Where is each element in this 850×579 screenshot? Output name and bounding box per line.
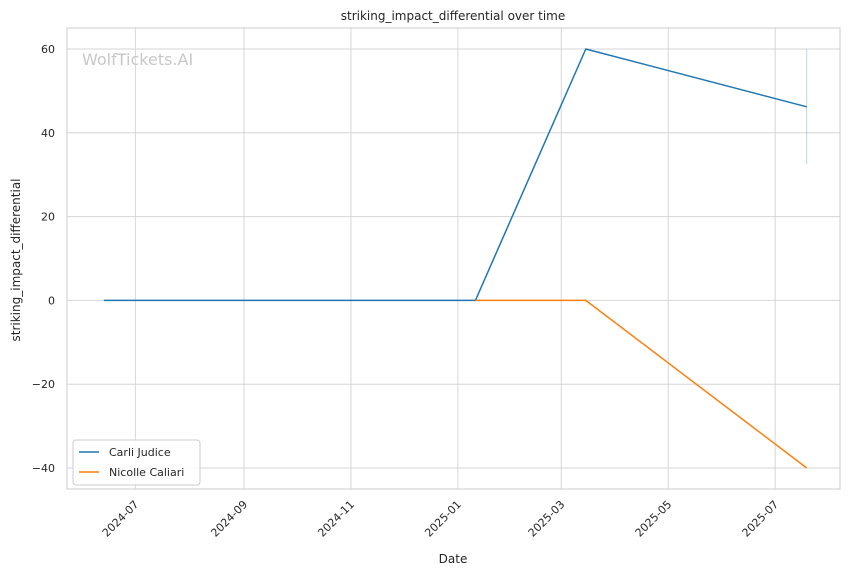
y-tick-label: −20 [32,378,55,391]
x-tick-label: 2025-03 [526,498,568,540]
legend: Carli Judice Nicolle Caliari [72,439,201,486]
x-tick-label: 2025-07 [740,498,782,540]
chart-title: striking_impact_differential over time [341,9,566,23]
legend-label: Nicolle Caliari [109,466,184,479]
watermark: WolfTickets.AI [82,50,193,69]
series-layer [103,48,808,469]
x-tick-label: 2024-09 [208,498,250,540]
x-tick-label: 2024-07 [100,498,142,540]
series-line-nicolle-caliari [475,299,808,469]
legend-label: Carli Judice [109,446,171,459]
y-tick-label: 60 [41,43,55,56]
y-tick-label: 0 [48,294,55,307]
y-tick-label: 20 [41,211,55,224]
x-tick-label: 2024-11 [315,498,357,540]
plot-area [67,28,840,489]
series-line-carli-judice [103,48,807,302]
y-tick-label: 40 [41,127,55,140]
x-axis-label: Date [439,552,468,566]
x-tick-label: 2025-05 [633,498,675,540]
x-tick-label: 2025-01 [422,498,464,540]
plot-frame [66,27,841,490]
y-axis-label: striking_impact_differential [9,178,23,341]
y-tick-label: −40 [32,462,55,475]
legend-box [72,439,201,486]
